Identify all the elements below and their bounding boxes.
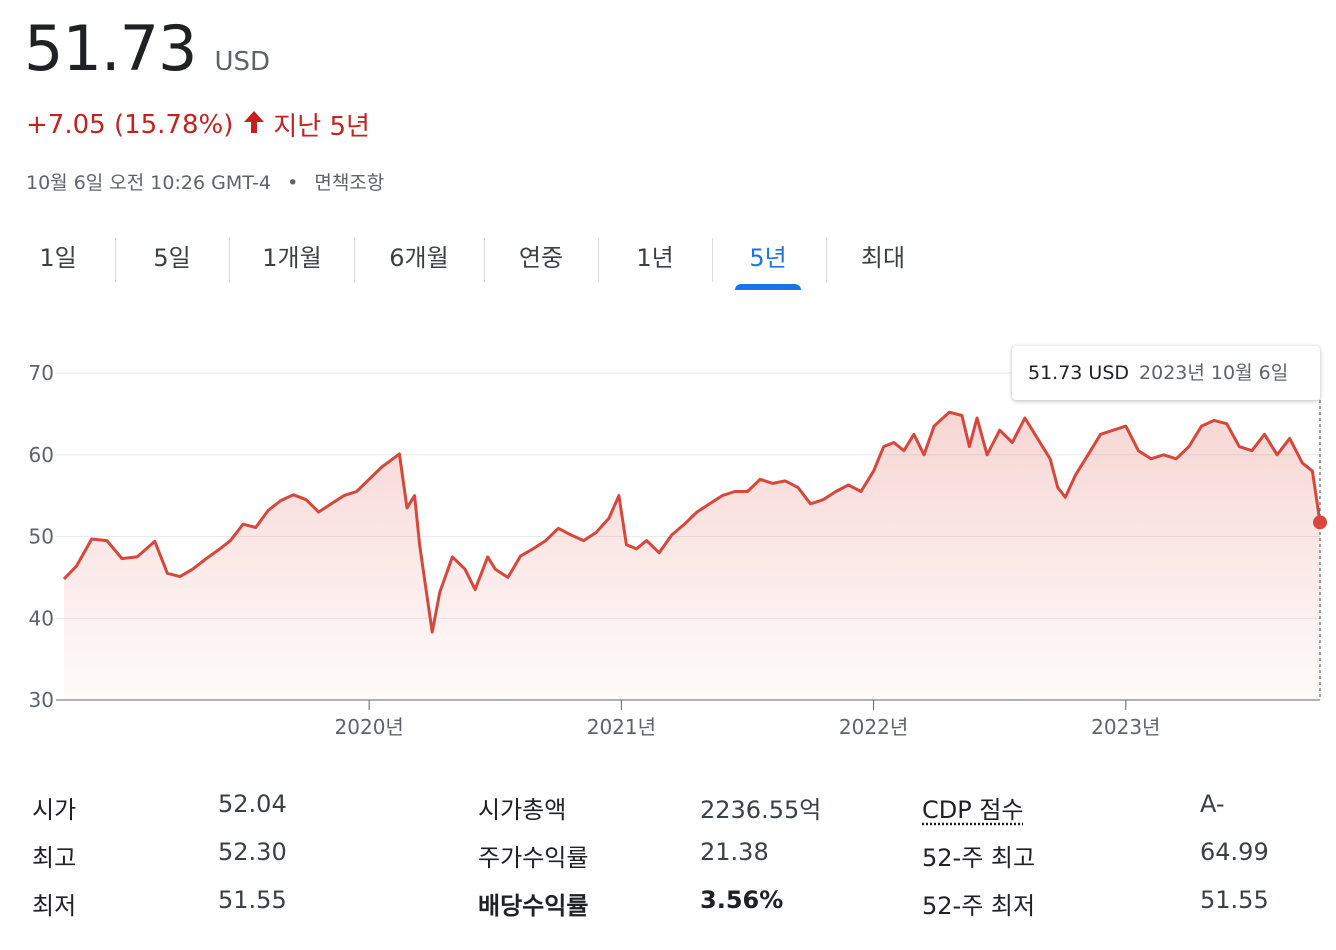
- stat-value: 64.99: [1200, 838, 1269, 866]
- y-tick-label: 60: [29, 443, 54, 467]
- tab-divider: [598, 238, 599, 282]
- tooltip-date: 2023년 10월 6일: [1139, 362, 1289, 384]
- tab-1y[interactable]: 1년: [636, 244, 674, 272]
- tab-5d[interactable]: 5일: [153, 244, 191, 272]
- tab-5y[interactable]: 5년: [735, 232, 801, 290]
- stat-value: 51.55: [218, 886, 287, 914]
- y-tick-label: 50: [29, 525, 54, 549]
- separator-dot: •: [287, 172, 299, 194]
- price-change: +7.05 (15.78%) 지난 5년: [26, 106, 370, 143]
- tab-divider: [484, 238, 485, 282]
- x-tick-label: 2021년: [587, 715, 656, 739]
- y-tick-label: 70: [29, 361, 54, 385]
- tab-divider: [712, 238, 713, 282]
- price-chart[interactable]: 70 60 50 40 30 2020년 2021년 2022년 2023년: [0, 330, 1336, 750]
- stat-value: 21.38: [700, 838, 769, 866]
- tab-1d[interactable]: 1일: [39, 244, 77, 272]
- stat-label: 52-주 최저: [922, 892, 1036, 920]
- x-tick-label: 2023년: [1091, 715, 1160, 739]
- chart-tooltip: 51.73 USD 2023년 10월 6일: [1012, 346, 1320, 400]
- arrow-up-icon: [243, 110, 265, 140]
- tab-6m[interactable]: 6개월: [389, 244, 449, 272]
- tab-divider: [826, 238, 827, 282]
- x-tick-label: 2020년: [335, 715, 404, 739]
- stat-label: 시가: [32, 796, 77, 824]
- y-tick-label: 30: [29, 688, 54, 712]
- stat-value: 3.56%: [700, 886, 784, 914]
- stat-label: 시가총액: [478, 796, 567, 824]
- price-block: 51.73 USD: [24, 12, 270, 85]
- timestamp-line: 10월 6일 오전 10:26 GMT-4 • 면책조항: [26, 168, 384, 195]
- disclaimer-link[interactable]: 면책조항: [314, 172, 385, 194]
- x-tick-label: 2022년: [839, 715, 908, 739]
- tooltip-price: 51.73 USD: [1028, 362, 1130, 384]
- tab-divider: [229, 238, 230, 282]
- stat-value: 51.55: [1200, 886, 1269, 914]
- area-fill: [64, 412, 1320, 700]
- tab-1m[interactable]: 1개월: [262, 244, 322, 272]
- stat-label: 배당수익률: [478, 892, 589, 920]
- tab-divider: [115, 238, 116, 282]
- stat-label: 52-주 최고: [922, 844, 1036, 872]
- change-value: +7.05 (15.78%): [26, 109, 234, 140]
- stat-value: 52.30: [218, 838, 287, 866]
- tab-max[interactable]: 최대: [860, 244, 906, 272]
- stat-value: 52.04: [218, 790, 287, 818]
- stat-value: 2236.55억: [700, 796, 822, 824]
- stat-label: 최저: [32, 892, 77, 920]
- timestamp: 10월 6일 오전 10:26 GMT-4: [26, 172, 272, 194]
- tab-ytd[interactable]: 연중: [518, 244, 564, 272]
- change-period: 지난 5년: [273, 112, 370, 142]
- stat-value: A-: [1200, 790, 1225, 818]
- stat-label: 최고: [32, 844, 77, 872]
- last-point-marker: [1313, 515, 1327, 530]
- stat-label[interactable]: CDP 점수: [922, 796, 1024, 824]
- current-price: 51.73: [24, 12, 197, 85]
- stat-label: 주가수익률: [478, 844, 589, 872]
- tab-divider: [354, 238, 355, 282]
- y-tick-label: 40: [29, 606, 54, 630]
- currency-label: USD: [214, 47, 271, 77]
- price-line: [62, 410, 1322, 634]
